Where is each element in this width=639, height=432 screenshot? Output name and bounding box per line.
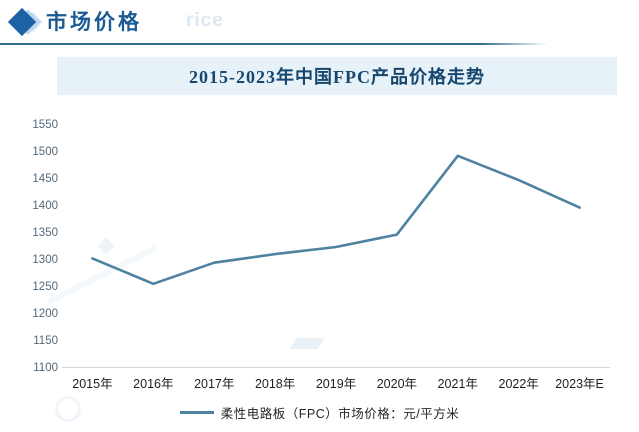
x-tick-label: 2021年 bbox=[437, 377, 478, 391]
diamond-bullet-icon bbox=[7, 7, 43, 37]
legend-line-swatch bbox=[179, 411, 214, 414]
watermark-text: rice bbox=[186, 10, 224, 31]
x-tick-label: 2015年 bbox=[72, 377, 113, 391]
x-tick-label: 2017年 bbox=[194, 377, 235, 391]
section-divider bbox=[0, 43, 548, 45]
y-tick-label: 1450 bbox=[32, 173, 58, 185]
legend-label: 柔性电路板（FPC）市场价格：元/平方米 bbox=[220, 407, 460, 421]
x-axis-line bbox=[62, 367, 610, 368]
x-tick-label: 2022年 bbox=[498, 377, 539, 391]
y-tick-label: 1200 bbox=[32, 308, 58, 320]
y-tick-label: 1500 bbox=[32, 146, 58, 158]
chart-legend: 柔性电路板（FPC）市场价格：元/平方米 bbox=[0, 403, 639, 422]
y-tick-label: 1100 bbox=[33, 362, 58, 374]
x-tick-label: 2018年 bbox=[254, 377, 296, 391]
y-tick-label: 1400 bbox=[32, 200, 58, 212]
chart-title-band: 2015-2023年中国FPC产品价格走势 bbox=[57, 57, 617, 95]
y-tick-label: 1550 bbox=[32, 119, 58, 131]
x-tick-label: 2019年 bbox=[315, 377, 357, 391]
y-tick-label: 1150 bbox=[33, 335, 58, 347]
x-tick-label: 2023年E bbox=[555, 377, 604, 391]
x-tick-label: 2016年 bbox=[133, 377, 174, 391]
x-tick-label: 2020年 bbox=[376, 377, 418, 391]
y-tick-label: 1300 bbox=[32, 254, 58, 266]
section-title: 市场价格 bbox=[46, 11, 142, 34]
chart-title: 2015-2023年中国FPC产品价格走势 bbox=[189, 67, 485, 87]
y-axis: 1100 1150 1200 1250 1300 1350 1400 1450 1500 1550 bbox=[16, 118, 58, 374]
y-tick-label: 1350 bbox=[32, 227, 58, 239]
y-tick-label: 1250 bbox=[32, 281, 58, 293]
plot-area bbox=[62, 118, 610, 368]
x-axis: 2015年 2016年 2017年 2018年 2019年 2020年 2021年 2022年… bbox=[62, 373, 610, 391]
price-line bbox=[91, 154, 581, 286]
line-chart-svg bbox=[91, 154, 581, 286]
